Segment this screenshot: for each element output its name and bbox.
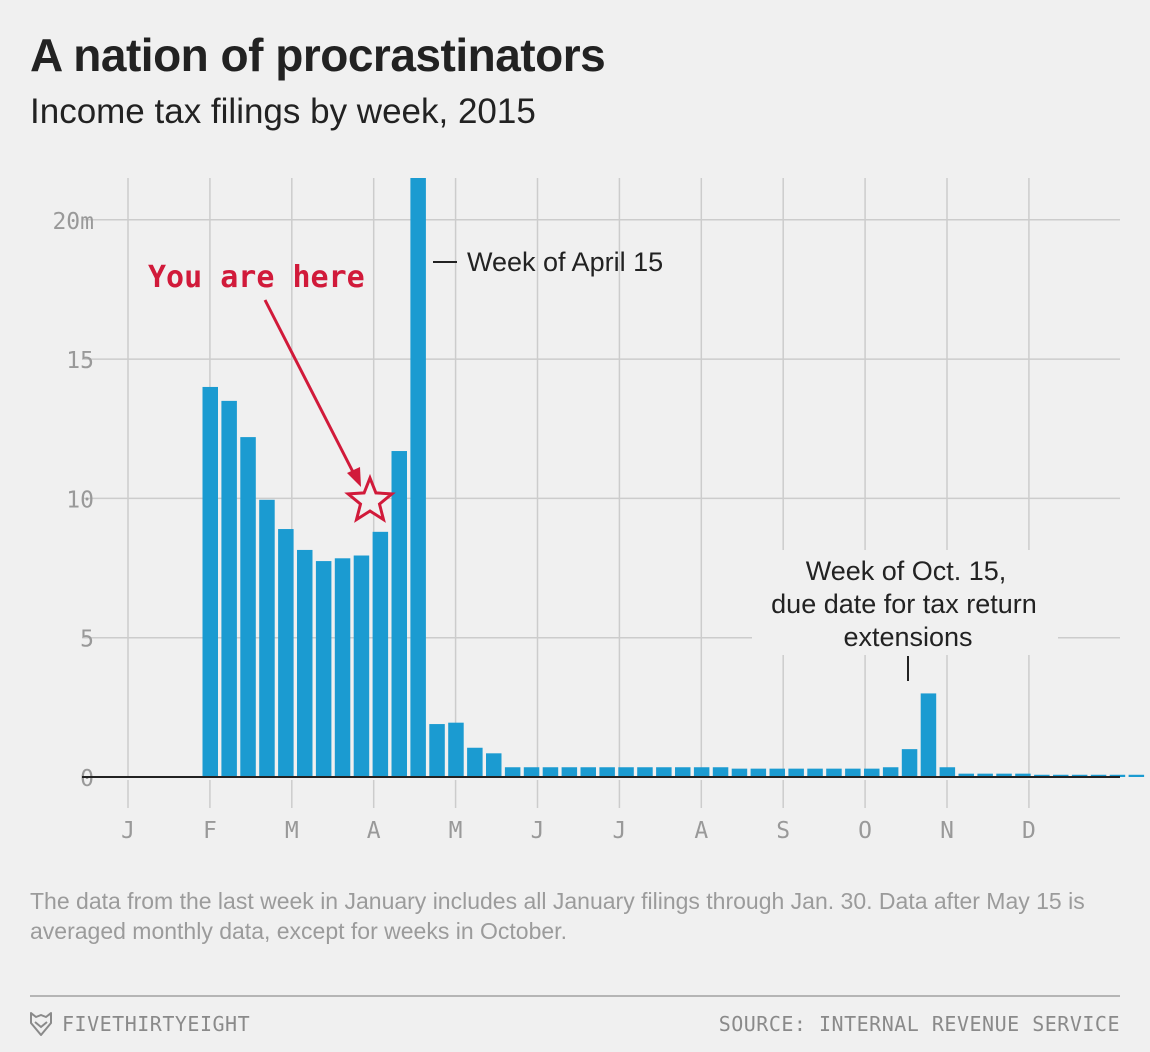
y-tick-label: 20m: [52, 209, 94, 235]
bar: [675, 767, 691, 777]
x-tick-label: D: [1022, 818, 1036, 844]
y-tick-label: 0: [80, 766, 94, 792]
bar: [372, 531, 389, 777]
y-tick-label: 15: [66, 348, 94, 374]
bar: [788, 768, 804, 777]
bar: [202, 386, 218, 777]
y-axis-ticks: 0 5 10 15 20m: [52, 209, 94, 792]
bar: [845, 768, 861, 777]
you-are-here-arrow-line: [263, 299, 355, 473]
bar: [599, 767, 615, 777]
bar: [467, 747, 483, 777]
bar: [297, 549, 313, 777]
y-tick-label: 5: [80, 627, 94, 653]
bar: [523, 767, 540, 777]
annotation-oct-15-line-3: extensions: [843, 622, 972, 652]
bar: [807, 768, 823, 777]
x-tick-label: A: [694, 818, 708, 844]
bar: [561, 767, 578, 777]
bar: [1015, 773, 1031, 777]
annotation-oct-15: Week of Oct. 15, due date for tax return…: [752, 550, 1058, 681]
bar: [996, 773, 1012, 777]
chart-subtitle: Income tax filings by week, 2015: [30, 92, 536, 131]
bar: [429, 724, 445, 777]
bar: [977, 773, 993, 777]
bar: [882, 767, 899, 777]
x-tick-label: A: [367, 818, 381, 844]
chart-title: A nation of procrastinators: [30, 29, 606, 81]
bar: [920, 693, 937, 777]
bar: [731, 768, 748, 777]
bar: [1109, 774, 1126, 777]
bar: [504, 767, 521, 777]
bar: [1071, 774, 1088, 777]
bar: [240, 437, 256, 777]
bar: [542, 767, 559, 777]
annotation-april-15-label: Week of April 15: [467, 247, 663, 277]
brand-name: FIVETHIRTYEIGHT: [62, 1012, 251, 1036]
brand: FIVETHIRTYEIGHT: [30, 1010, 250, 1038]
x-tick-label: M: [449, 818, 463, 844]
bar: [353, 555, 370, 777]
bar: [864, 768, 880, 777]
x-tick-label: J: [531, 818, 545, 844]
fox-logo-icon: [30, 1012, 52, 1036]
bar: [580, 767, 596, 777]
annotation-oct-15-line-2: due date for tax return: [771, 589, 1037, 619]
source-credit: SOURCE: INTERNAL REVENUE SERVICE: [718, 1012, 1120, 1036]
bar: [958, 773, 974, 777]
bar: [1128, 774, 1145, 777]
bar: [391, 451, 407, 777]
annotation-oct-15-backdrop: [752, 550, 1058, 655]
bars: [202, 178, 1145, 777]
bar: [315, 561, 332, 777]
bar: [637, 767, 653, 777]
bar: [769, 768, 785, 777]
bar: [712, 767, 729, 777]
y-tick-label: 10: [66, 487, 94, 513]
bar: [693, 767, 710, 777]
bar: [278, 529, 294, 777]
bar: [901, 749, 918, 777]
x-tick-label: O: [858, 818, 872, 844]
x-tick-label: F: [203, 818, 217, 844]
bar: [486, 753, 502, 777]
bar: [410, 178, 426, 777]
you-are-here-arrow-head: [347, 467, 361, 487]
bar: [221, 400, 237, 777]
bar: [1034, 774, 1050, 777]
x-tick-label: S: [776, 818, 790, 844]
annotation-april-15: Week of April 15: [433, 247, 663, 277]
star-icon: [344, 473, 396, 523]
x-tick-label: N: [940, 818, 954, 844]
bar: [618, 767, 634, 777]
bar: [334, 558, 351, 777]
annotation-you-are-here: You are here: [148, 260, 396, 523]
bar: [750, 768, 767, 777]
x-tick-label: M: [285, 818, 299, 844]
x-tick-label: J: [121, 818, 135, 844]
annotation-oct-15-line-1: Week of Oct. 15,: [806, 556, 1007, 586]
footer-divider: [30, 995, 1120, 997]
you-are-here-label: You are here: [148, 260, 365, 295]
bar: [826, 768, 842, 777]
bar: [939, 767, 956, 777]
bar: [1053, 774, 1069, 777]
bar: [1090, 774, 1107, 777]
bar: [448, 722, 464, 777]
x-tick-label: J: [612, 818, 626, 844]
bar: [259, 499, 275, 777]
bar: [656, 767, 672, 777]
footnote: The data from the last week in January i…: [30, 888, 1085, 944]
